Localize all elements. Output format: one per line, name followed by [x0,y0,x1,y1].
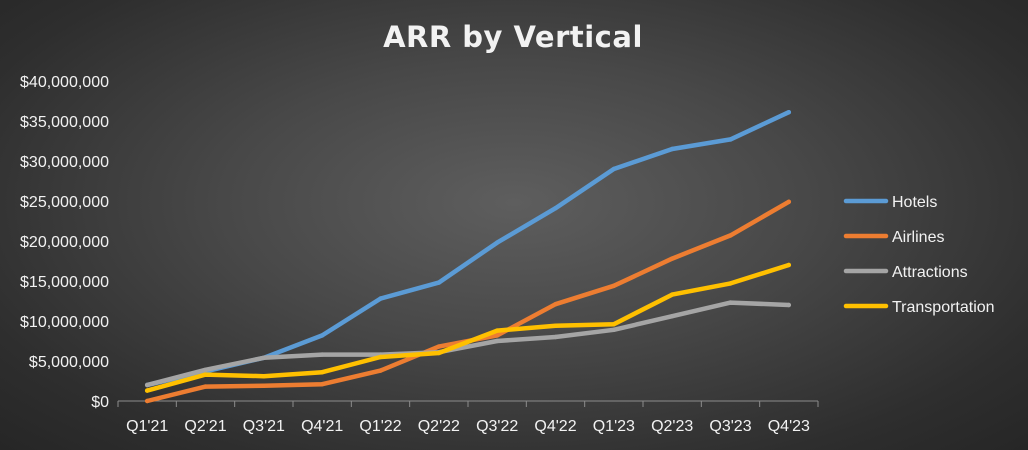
data-point [319,333,325,338]
data-point [494,338,500,344]
data-point [669,146,675,152]
y-tick-label: $20,000,000 [20,234,109,251]
data-point [611,322,617,327]
legend-label: Airlines [892,229,944,246]
data-point [378,296,383,301]
data-point [261,355,267,360]
data-point [728,281,733,286]
data-point [553,302,558,307]
x-tick-label: Q3'23 [709,418,751,435]
data-point [319,382,325,387]
data-point [436,344,442,349]
x-tick-label: Q2'21 [184,418,226,435]
y-tick-label: $0 [91,394,109,411]
series-line-airlines [144,199,792,404]
y-tick-label: $25,000,000 [20,194,109,211]
data-point [494,240,500,245]
x-tick-label: Q3'21 [243,418,285,435]
y-tick-label: $40,000,000 [20,74,109,91]
data-point [144,398,150,404]
data-point [728,233,733,238]
data-point [203,384,208,389]
data-point [494,328,500,333]
data-point [378,354,383,360]
x-tick-label: Q4'21 [301,418,343,435]
data-point [786,199,792,204]
legend-label: Transportation [892,299,995,316]
data-point [669,314,675,319]
y-tick-label: $5,000,000 [29,354,109,371]
y-axis: $0 $5,000,000 $10,000,000 $15,000,000 $20,00… [20,74,109,411]
legend-label: Attractions [892,264,968,281]
x-tick-label: Q1'21 [126,418,168,435]
legend: Hotels Airlines Attractions Transportation [843,194,995,316]
data-point [203,372,208,377]
x-tick-label: Q1'22 [359,418,401,435]
data-point [669,256,675,261]
data-point [611,327,617,332]
y-tick-label: $10,000,000 [20,314,109,331]
legend-label: Hotels [892,194,937,211]
y-tick-label: $15,000,000 [20,274,109,291]
data-point [261,374,267,379]
data-point [611,283,617,288]
x-tick-label: Q4'23 [768,418,810,435]
data-point [669,292,675,297]
data-point [319,370,325,375]
x-axis: Q1'21 Q2'21 Q3'21 Q4'21 Q1'22 Q2'22 Q3'22 Q4'22… [117,400,819,435]
data-point [611,166,617,172]
data-point [261,383,267,388]
x-tick-label: Q1'23 [593,418,635,435]
data-point [728,300,733,305]
data-point [436,280,442,285]
y-tick-label: $35,000,000 [20,114,109,131]
data-point [786,110,792,115]
chart-title: ARR by Vertical [383,20,643,54]
x-tick-label: Q3'22 [476,418,518,435]
data-point [728,137,733,142]
y-tick-label: $30,000,000 [20,154,109,171]
data-point [786,262,792,268]
x-tick-label: Q2'22 [418,418,460,435]
x-tick-label: Q2'23 [651,418,693,435]
x-tick-label: Q4'22 [534,418,576,435]
data-point [553,206,558,211]
data-point [553,334,558,340]
series-lines [144,109,792,404]
data-point [786,302,792,308]
data-point [144,382,150,388]
data-point [436,350,442,356]
data-point [144,388,150,393]
series-line-attractions [144,300,792,388]
data-point [319,352,325,357]
data-point [378,368,383,373]
series-line-transportation [144,262,792,393]
data-point [203,367,208,372]
data-point [553,323,558,328]
data-point [494,333,500,338]
